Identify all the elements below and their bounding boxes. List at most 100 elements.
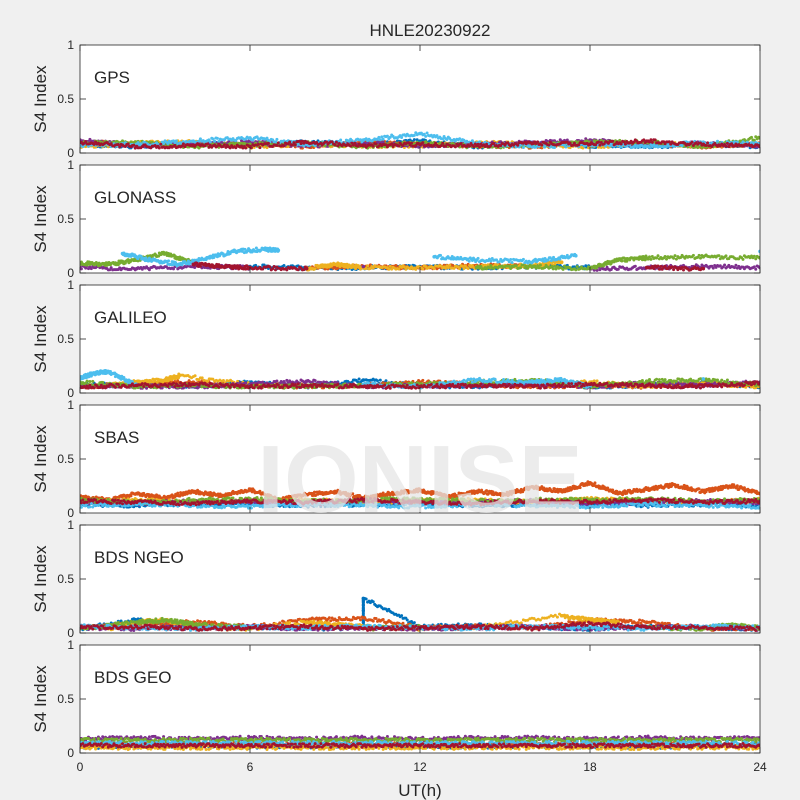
data-point [752,265,756,269]
data-point [276,141,280,145]
data-point [282,263,286,267]
data-point [543,145,547,149]
data-point [733,266,736,270]
data-point [723,263,727,267]
data-point [750,135,753,139]
data-point [514,264,518,268]
data-point [448,263,452,267]
data-point [665,257,668,261]
data-point [432,143,436,147]
data-point [439,144,443,148]
data-point [243,247,247,251]
data-point [699,256,702,260]
data-point [611,139,615,143]
data-point [441,141,445,145]
data-point [690,140,694,144]
data-point [299,142,303,146]
data-point [495,258,498,262]
figure-title: HNLE20230922 [370,21,491,40]
data-point [435,134,439,138]
data-point [492,142,496,146]
data-point [489,259,493,263]
data-point [159,142,163,146]
data-point [725,141,729,145]
data-point [476,264,480,268]
data-point [618,138,622,142]
data-point [401,144,405,148]
data-point [649,138,653,142]
data-point [619,142,623,146]
data-point [217,140,221,144]
data-point [84,140,88,144]
data-point [291,143,294,147]
data-point [388,264,392,268]
data-point [489,263,493,267]
data-point [333,143,337,147]
data-point [574,268,578,272]
data-point [534,266,538,270]
data-point [394,263,398,267]
data-point [559,260,564,265]
data-point [648,140,651,144]
data-point [479,264,483,268]
data-point [364,266,368,270]
data-point [211,137,215,141]
data-point [415,138,419,142]
data-point [452,266,456,270]
data-point [266,141,270,145]
data-point [497,260,501,264]
data-point [293,143,297,147]
data-point [244,146,248,150]
data-point [540,143,544,147]
data-point [718,264,722,268]
data-point [215,136,219,140]
data-point [300,139,304,143]
data-point [665,145,668,149]
data-point [94,140,98,144]
data-point [499,257,503,261]
data-point [275,137,279,141]
data-point [441,137,445,141]
data-point [642,138,646,142]
data-point [400,136,404,140]
data-point [585,139,589,143]
data-point [197,139,201,143]
data-point [648,145,651,149]
data-point [381,137,385,141]
data-point [407,141,411,145]
data-point [402,265,406,269]
data-point [543,266,547,270]
data-point [734,263,738,267]
data-point [274,140,277,144]
data-point [385,134,389,138]
data-point [410,141,413,145]
data-point [519,266,523,270]
data-point [351,143,355,147]
data-point [649,257,653,261]
data-point [275,143,279,147]
data-point [553,146,557,150]
data-point [356,144,360,148]
data-point [180,144,184,148]
data-point [704,144,708,148]
data-point [717,254,721,258]
data-point [313,267,317,271]
data-point [371,266,375,270]
data-point [524,264,528,268]
data-point [249,146,253,150]
data-point [361,264,366,269]
data-point [234,146,238,150]
data-point [478,145,481,149]
data-point [598,143,602,147]
data-point [166,142,170,146]
data-point [758,265,760,270]
data-point [265,146,269,150]
data-point [336,144,340,148]
data-point [412,133,416,137]
data-point [598,268,602,272]
data-point [486,263,490,267]
data-point [663,254,667,258]
data-point [350,141,354,145]
